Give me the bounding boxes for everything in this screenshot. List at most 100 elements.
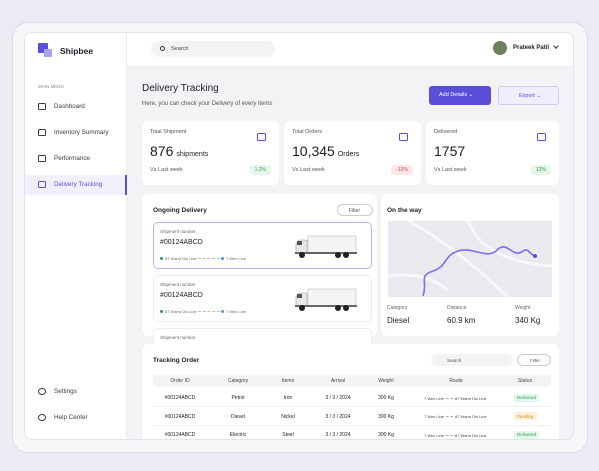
truck-image xyxy=(295,235,357,258)
stat-compare: Vs Last week xyxy=(150,167,183,173)
on-the-way-panel: On the way Category Diesel Distance 60.9 km… xyxy=(381,194,559,336)
stat-change: -12% xyxy=(391,165,413,175)
cell: Steel xyxy=(282,432,294,438)
detail-value: Diesel xyxy=(387,316,410,325)
detail-label: Category xyxy=(387,305,408,311)
search[interactable]: Search xyxy=(151,41,275,57)
route-line xyxy=(198,311,220,312)
menu-section: MAIN MENU xyxy=(38,84,64,89)
stat-icon xyxy=(257,133,266,141)
shipment-label: Shipment number xyxy=(160,335,196,340)
stat-number: 1757 xyxy=(434,143,466,159)
filter-button[interactable]: Filter xyxy=(337,204,373,216)
column-header: Weight xyxy=(378,378,394,384)
route-start: 7 Wex Line xyxy=(424,432,444,438)
shipment-card[interactable]: Shipment number #00124ABCD 87 Warm Dis Lin… xyxy=(153,222,372,269)
user-name[interactable]: Prateek Patil xyxy=(513,45,550,51)
menu-item[interactable]: Inventory Summary xyxy=(25,122,127,142)
route-line xyxy=(198,258,220,259)
menu-icon xyxy=(38,102,46,110)
detail-label: Distance xyxy=(447,305,467,311)
stat-change: 1.2% xyxy=(249,165,271,175)
table-filter[interactable]: Filter xyxy=(517,354,551,366)
column-header: Route xyxy=(449,378,463,384)
route-end: 87 Warm Dis Line xyxy=(455,395,487,401)
route-to-dot xyxy=(221,257,224,260)
menu-item[interactable]: Performance xyxy=(25,149,127,169)
cell: 300 Kg xyxy=(378,432,394,438)
logo xyxy=(38,43,52,57)
shipment-card[interactable]: Shipment number #00124ABCD 87 Warm Dis Lin… xyxy=(153,275,372,322)
button-text: Export xyxy=(519,93,535,99)
chevron[interactable] xyxy=(553,43,559,49)
route-from-dot xyxy=(160,310,163,313)
tracking-panel: Tracking Order Search Filter Order ID Cat… xyxy=(142,344,559,439)
route-to: 7 Wex Line xyxy=(226,309,246,314)
menu-label: Delivery Tracking xyxy=(54,181,103,189)
add-details-button[interactable]: Add Details ⌄ xyxy=(429,86,491,105)
menu-icon xyxy=(38,128,46,136)
route-end: 87 Warm Dis Line xyxy=(455,432,487,438)
menu-item[interactable]: Settings xyxy=(25,381,127,401)
stat-change: 12% xyxy=(530,165,551,175)
search-text: Search xyxy=(171,46,189,52)
menu-label: Inventory Summary xyxy=(54,128,109,136)
export-button[interactable]: Export ⌄ xyxy=(498,86,559,105)
route-end: 87 Warm Dis Line xyxy=(455,414,487,419)
table-search[interactable]: Search xyxy=(431,354,513,366)
cell: 3 / 3 / 2024 xyxy=(325,395,351,401)
detail-label: Weight xyxy=(515,305,531,311)
cell: Electric xyxy=(229,432,247,438)
cell: #00124ABCD xyxy=(164,432,196,438)
menu-icon xyxy=(38,387,46,395)
stat-icon xyxy=(537,133,546,141)
button-text: Add Details xyxy=(439,92,468,98)
cell: 300 Kg xyxy=(378,395,394,401)
status-badge: Pending xyxy=(514,412,537,420)
panel-title: Tracking Order xyxy=(153,357,200,364)
ongoing-panel: Ongoing Delivery Filter Shipment number #… xyxy=(142,194,377,348)
column-header: Category xyxy=(227,378,249,384)
menu-label: Dashboard xyxy=(54,102,85,110)
cell: Petrol xyxy=(231,395,245,401)
menu-item[interactable]: Dashboard xyxy=(25,96,127,116)
menu-label: Performance xyxy=(54,155,91,163)
truck-image xyxy=(295,288,357,311)
shipment-label: Shipment number xyxy=(160,229,196,234)
topbar: Search Prateek Patil xyxy=(127,33,573,67)
cell: Nickel xyxy=(281,413,295,420)
route-from: 87 Warm Dis Line xyxy=(165,309,197,314)
route-arrow xyxy=(446,397,453,399)
stat-unit: Orders xyxy=(337,151,360,158)
route-to: 7 Wex Line xyxy=(226,256,246,261)
stat-label: Total Shipment xyxy=(150,129,187,135)
row-divider xyxy=(153,424,551,426)
table-header xyxy=(153,375,551,387)
stat-icon xyxy=(399,133,408,141)
stat-label: Total Orders xyxy=(292,129,322,135)
app: Shipbee MAIN MENU Dashboard Inventory Sum… xyxy=(24,32,574,440)
menu-item[interactable]: Delivery Tracking xyxy=(25,174,127,195)
sidebar: Shipbee MAIN MENU Dashboard Inventory Sum… xyxy=(25,33,127,439)
stat-compare: Vs Last week xyxy=(434,167,467,173)
detail-value: 340 Kg xyxy=(515,316,541,325)
column-header: Order ID xyxy=(170,378,190,384)
route-start: 7 Wex Line xyxy=(424,414,444,419)
stat-unit: shipments xyxy=(176,151,209,158)
stat-label: Delivered xyxy=(434,129,458,135)
brand: Shipbee xyxy=(60,46,94,56)
cell: 300 Kg xyxy=(378,413,394,420)
cell: #00124ABCD xyxy=(164,395,196,401)
cell: 3 / 3 / 2024 xyxy=(325,432,351,438)
column-header: Arrival xyxy=(330,378,346,384)
cell: #00124ABCD xyxy=(164,413,196,420)
stat-card: Delivered 1757 Vs Last week 12% xyxy=(426,121,559,185)
status-badge: Delivered xyxy=(514,393,540,402)
menu-label: Settings xyxy=(54,387,77,395)
detail-value: 60.9 km xyxy=(447,316,476,325)
menu-item[interactable]: Help Center xyxy=(25,407,127,427)
stat-value: 876 shipments xyxy=(150,143,208,159)
route-arrow xyxy=(446,416,453,417)
row-divider xyxy=(153,406,551,407)
